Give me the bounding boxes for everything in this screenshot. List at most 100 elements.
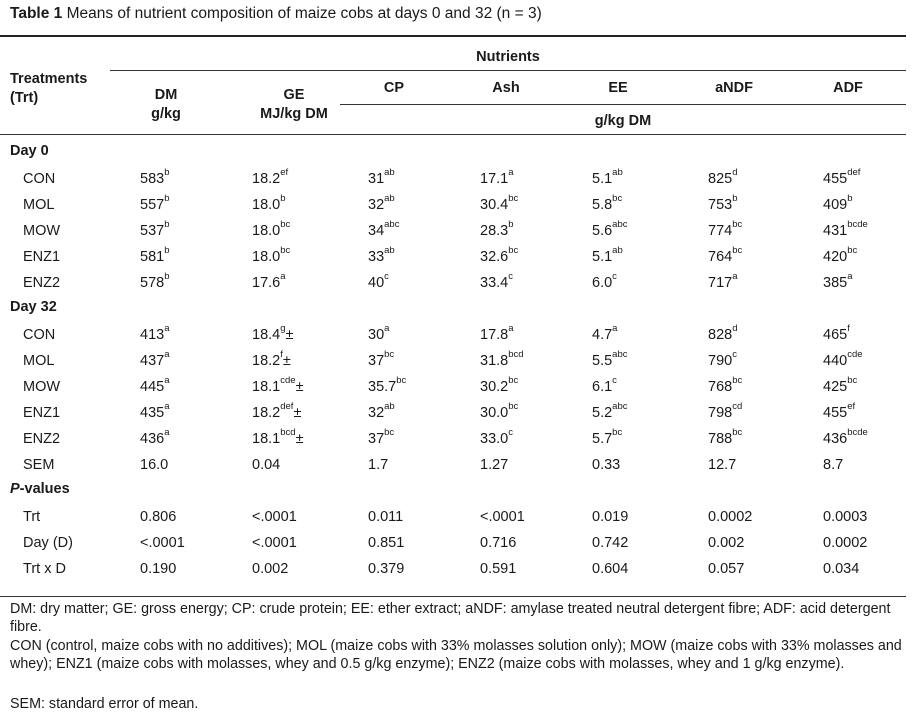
table-cell: 0.0002 xyxy=(823,535,868,551)
table-cell: 40c xyxy=(368,271,389,291)
table-cell: 0.851 xyxy=(368,535,405,551)
table-cell: 774bc xyxy=(708,219,743,239)
table-cell: 420bc xyxy=(823,245,858,265)
header-ee: EE xyxy=(608,80,628,96)
table-cell: 32ab xyxy=(368,193,395,213)
table-cell: 8.7 xyxy=(823,457,844,473)
table-cell: 17.6a xyxy=(252,271,286,291)
table-cell: 0.04 xyxy=(252,457,281,473)
table-cell: 798cd xyxy=(708,401,743,421)
table-cell: 0.806 xyxy=(140,509,177,525)
table-cell: 578b xyxy=(140,271,170,291)
header-ge-unit: MJ/kg DM xyxy=(260,106,328,122)
row-label: MOW xyxy=(23,223,61,239)
table-cell: 18.2ef xyxy=(252,167,289,187)
header-dm: DM xyxy=(154,87,178,103)
table-cell: 18.1cde± xyxy=(252,375,304,395)
row-label: ENZ1 xyxy=(23,249,61,265)
table-cell: 753b xyxy=(708,193,738,213)
table-cell: 18.0b xyxy=(252,193,286,213)
table-cell: 5.1ab xyxy=(592,245,623,265)
table-cell: 455def xyxy=(823,167,861,187)
table-cell: 0.742 xyxy=(592,535,629,551)
header-treatments: Treatments xyxy=(10,71,88,87)
row-label: MOL xyxy=(23,197,55,213)
table-cell: 37bc xyxy=(368,349,395,369)
table-cell: 440cde xyxy=(823,349,863,369)
table-cell: 435a xyxy=(140,401,170,421)
table-cell: 0.011 xyxy=(368,509,404,525)
footnote-sem: SEM: standard error of mean. xyxy=(10,696,199,712)
table-cell: 788bc xyxy=(708,427,743,447)
footnote-treatments: CON (control, maize cobs with no additiv… xyxy=(10,638,902,672)
table-cell: 32ab xyxy=(368,401,395,421)
table-cell: 17.1a xyxy=(480,167,514,187)
table-cell: 431bcde xyxy=(823,219,868,239)
header-nutrients: Nutrients xyxy=(476,49,540,65)
table-cell: 385a xyxy=(823,271,853,291)
row-label: SEM xyxy=(23,457,55,473)
table-cell: 436a xyxy=(140,427,170,447)
table-cell: 717a xyxy=(708,271,738,291)
table-cell: <.0001 xyxy=(252,509,297,525)
table-cell: 5.7bc xyxy=(592,427,623,447)
row-label: Day (D) xyxy=(23,535,73,551)
row-label: Trt xyxy=(23,509,41,525)
table-cell: 28.3b xyxy=(480,219,514,239)
table-cell: 465f xyxy=(823,323,850,343)
table-cell: 768bc xyxy=(708,375,743,395)
header-dm-unit: g/kg xyxy=(151,106,181,122)
row-label: MOL xyxy=(23,353,55,369)
table-cell: <.0001 xyxy=(252,535,297,551)
table-cell: 828d xyxy=(708,323,738,343)
table-cell: 0.057 xyxy=(708,561,745,577)
table-cell: 5.5abc xyxy=(592,349,628,369)
table-cell: 35.7bc xyxy=(368,375,407,395)
header-trt: (Trt) xyxy=(10,90,39,106)
table-cell: 1.27 xyxy=(480,457,509,473)
table-cell: 1.7 xyxy=(368,457,389,473)
table-cell: 5.1ab xyxy=(592,167,623,187)
table-caption-label: Table 1 xyxy=(10,5,63,22)
header-ash: Ash xyxy=(492,80,520,96)
table-cell: 18.4g± xyxy=(252,323,294,343)
header-units-gkgdm: g/kg DM xyxy=(594,113,652,129)
table-cell: 0.002 xyxy=(252,561,289,577)
table-cell: <.0001 xyxy=(140,535,185,551)
table-cell: 6.0c xyxy=(592,271,617,291)
table-cell: 6.1c xyxy=(592,375,617,395)
top-rule xyxy=(0,35,906,37)
header-adf: ADF xyxy=(833,80,863,96)
table-cell: 436bcde xyxy=(823,427,868,447)
table-cell: 17.8a xyxy=(480,323,514,343)
table-cell: 18.0bc xyxy=(252,219,291,239)
table-caption: Table 1 Means of nutrient composition of… xyxy=(10,5,542,23)
header-andf: aNDF xyxy=(715,80,753,96)
table-cell: 34abc xyxy=(368,219,400,239)
table-cell: 557b xyxy=(140,193,170,213)
table-cell: 0.019 xyxy=(592,509,629,525)
nutrients-rule xyxy=(110,70,906,71)
row-label: Trt x D xyxy=(23,561,66,577)
section-title: Day 0 xyxy=(10,143,49,159)
table-cell: 30.0bc xyxy=(480,401,519,421)
table-caption-text: Means of nutrient composition of maize c… xyxy=(62,5,542,22)
table-cell: 0.0003 xyxy=(823,509,868,525)
table-cell: 0.33 xyxy=(592,457,621,473)
table-cell: 33.0c xyxy=(480,427,513,447)
table-cell: 0.604 xyxy=(592,561,629,577)
row-label: MOW xyxy=(23,379,61,395)
table-cell: 764bc xyxy=(708,245,743,265)
footnote-abbreviations: DM: dry matter; GE: gross energy; CP: cr… xyxy=(10,601,891,635)
table-cell: 790c xyxy=(708,349,737,369)
table-cell: 18.0bc xyxy=(252,245,291,265)
table-cell: 581b xyxy=(140,245,170,265)
table-cell: 18.1bcd± xyxy=(252,427,304,447)
table-cell: 537b xyxy=(140,219,170,239)
row-label: CON xyxy=(23,327,56,343)
table-cell: 437a xyxy=(140,349,170,369)
table-cell: 4.7a xyxy=(592,323,618,343)
table-cell: 5.8bc xyxy=(592,193,623,213)
table-cell: 455ef xyxy=(823,401,856,421)
table-cell: 18.2f± xyxy=(252,349,291,369)
